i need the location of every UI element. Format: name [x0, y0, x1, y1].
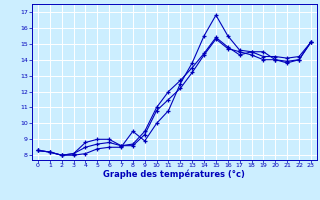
X-axis label: Graphe des températures (°c): Graphe des températures (°c)	[103, 170, 245, 179]
